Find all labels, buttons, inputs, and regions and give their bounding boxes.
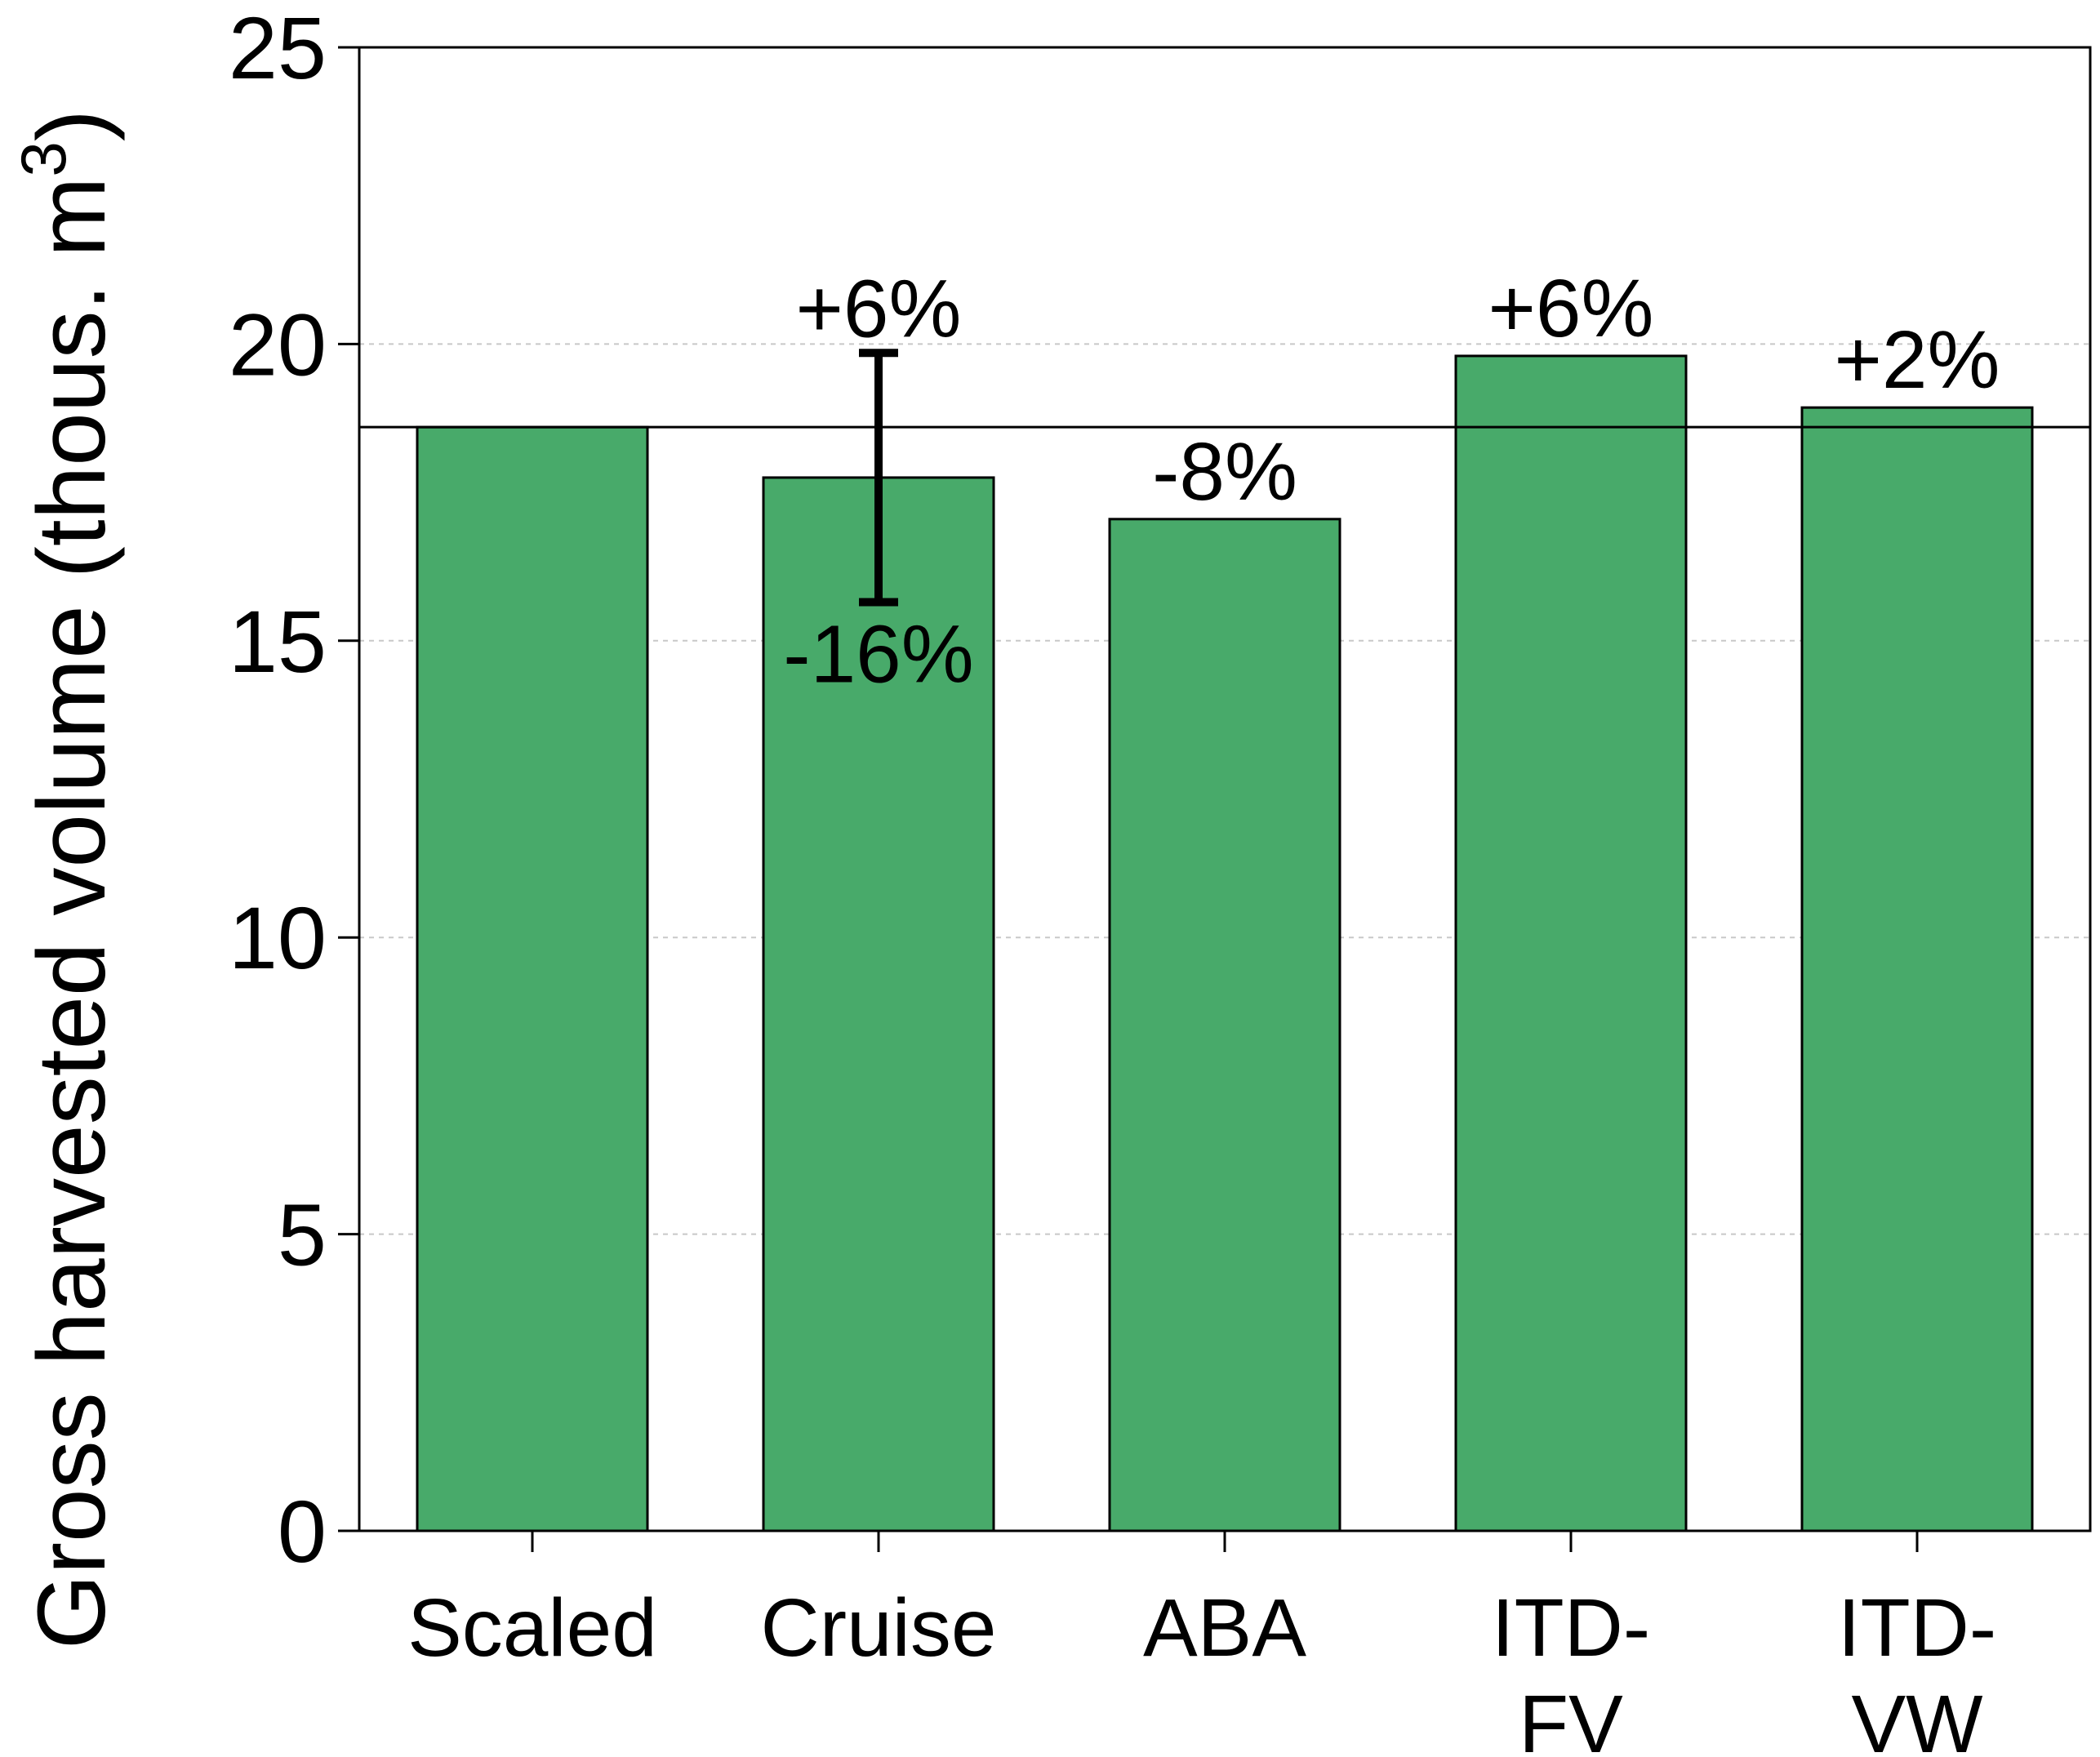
- annotations: +6% -16% -8% +6% +2%: [783, 263, 2000, 701]
- x-tick-label-4: ITD-VW: [1838, 1582, 1996, 1757]
- y-tick-label-0: 0: [278, 1482, 327, 1581]
- bar-3: [1454, 354, 1688, 1532]
- bar-2: [1108, 518, 1341, 1532]
- y-tick-label-25: 25: [229, 0, 327, 97]
- annotation-1: -16%: [783, 609, 973, 701]
- x-tick-label-line: FV: [1519, 1679, 1623, 1757]
- x-tick-label-1: Cruise: [761, 1582, 997, 1674]
- error-bar-group: [859, 349, 898, 607]
- bar-0: [416, 425, 649, 1532]
- x-tick-label-line: Scaled: [407, 1582, 657, 1674]
- x-tick-label-3: ITD-FV: [1492, 1582, 1650, 1757]
- bar-4: [1800, 406, 2034, 1532]
- annotation-3: +6%: [1488, 263, 1654, 354]
- y-axis-title: Gross harvested volume (thous. m3): [7, 109, 126, 1649]
- y-axis-title-main: Gross harvested volume (thous. m: [18, 177, 126, 1649]
- x-tick-label-line: ABA: [1143, 1582, 1306, 1674]
- y-axis-title-close: ): [18, 109, 126, 141]
- y-tick-label-15: 15: [229, 592, 327, 691]
- x-tick-label-line: ITD-: [1492, 1582, 1650, 1674]
- y-tick-label-5: 5: [278, 1185, 327, 1284]
- x-tick-label-line: VW: [1851, 1679, 1983, 1757]
- y-tick-label-20: 20: [229, 295, 327, 394]
- annotation-4: +2%: [1835, 314, 2000, 406]
- x-tick-label-line: Cruise: [761, 1582, 997, 1674]
- y-tick-label-10: 10: [229, 888, 327, 987]
- x-tick-label-0: Scaled: [407, 1582, 657, 1674]
- annotation-0: +6%: [796, 263, 962, 354]
- x-tick-label-2: ABA: [1143, 1582, 1306, 1674]
- x-tick-label-line: ITD-: [1838, 1582, 1996, 1674]
- bars: [416, 354, 2034, 1532]
- bar-1: [762, 476, 995, 1532]
- y-axis-title-superscript: 3: [7, 141, 79, 176]
- annotation-2: -8%: [1152, 426, 1297, 518]
- y-axis-ticks: 0 5 10 15 20 25: [229, 0, 359, 1581]
